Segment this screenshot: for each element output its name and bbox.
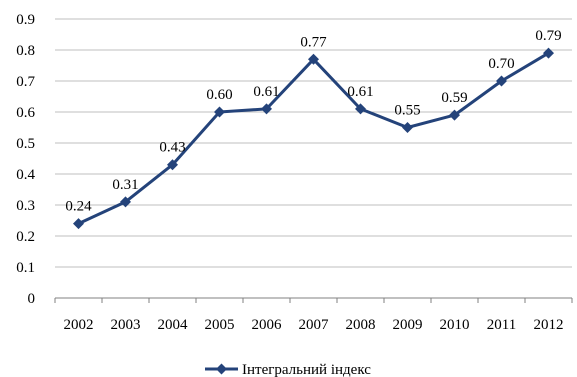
x-tick-label: 2004 [158,317,189,333]
x-tick-label: 2005 [205,317,235,333]
data-point-2004 [167,159,178,171]
data-label-2005: 0.60 [206,87,232,103]
x-tick-label: 2009 [393,317,423,333]
data-label-2008: 0.61 [347,84,373,100]
data-label-2010: 0.59 [441,90,467,106]
data-label-2004: 0.43 [159,140,185,156]
data-label-2009: 0.55 [394,103,420,119]
y-tick-label: 0.6 [16,105,35,121]
data-point-2008 [355,103,366,115]
x-tick-label: 2002 [64,317,94,333]
x-tick-label: 2012 [534,317,564,333]
y-axis-tick-labels: 0 0.1 0.2 0.3 0.4 0.5 0.6 0.7 0.8 0.9 [16,12,35,307]
data-label-2006: 0.61 [253,84,279,100]
data-point-2010 [449,109,460,121]
data-point-2002 [73,218,84,230]
data-point-2005 [214,106,225,118]
y-tick-label: 0.3 [16,198,35,214]
data-label-2003: 0.31 [112,177,138,193]
x-axis-tick-labels: 2002 2003 2004 2005 2006 2007 2008 2009 2010 2011… [64,317,564,333]
x-tick-label: 2003 [111,317,141,333]
data-label-2007: 0.77 [300,34,327,50]
y-tick-label: 0.7 [16,74,35,90]
y-tick-label: 0.1 [16,260,35,276]
series-line [77,51,550,225]
x-tick-label: 2011 [487,317,516,333]
data-point-2009 [402,122,413,133]
data-point-2011 [496,75,507,87]
legend-marker-icon [216,363,227,375]
x-tick-label: 2006 [252,317,283,333]
x-tick-label: 2007 [299,317,330,333]
x-tick-label: 2008 [346,317,376,333]
y-tick-label: 0.8 [16,43,35,59]
x-axis [54,298,573,303]
data-label-2002: 0.24 [65,199,92,215]
y-tick-label: 0.5 [16,136,35,152]
data-point-2007 [308,53,319,65]
data-point-2012 [543,47,554,59]
x-tick-label: 2010 [440,317,470,333]
legend: Інтегральний індекс [205,362,371,377]
data-point-2003 [120,196,131,208]
data-label-2012: 0.79 [535,28,561,44]
y-tick-label: 0 [28,291,36,307]
data-point-2006 [261,103,272,115]
y-tick-label: 0.9 [16,12,35,28]
series-integral-index [73,47,554,230]
legend-label: Інтегральний індекс [242,362,371,377]
gridlines [55,18,572,299]
data-labels: 0.24 0.31 0.43 0.60 0.61 0.77 0.61 0.55 0.59 0.70… [65,28,561,215]
y-tick-label: 0.4 [16,167,35,183]
data-label-2011: 0.70 [488,56,514,72]
y-tick-label: 0.2 [16,229,35,245]
